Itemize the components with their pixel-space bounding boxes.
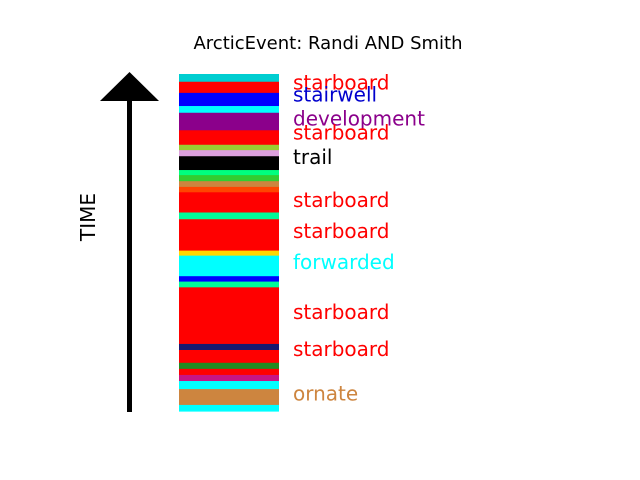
bar-segment bbox=[179, 150, 279, 157]
segment-label: starboard bbox=[293, 300, 390, 324]
segment-label: starboard bbox=[293, 219, 390, 243]
bar-segment bbox=[179, 381, 279, 390]
bar-segment bbox=[179, 343, 279, 351]
bar-segment bbox=[179, 250, 279, 257]
bar-segment bbox=[179, 287, 279, 345]
segment-label: starboard bbox=[293, 120, 390, 144]
bar-segment bbox=[179, 144, 279, 151]
y-axis-label: TIME bbox=[76, 193, 100, 242]
bar-segment bbox=[179, 175, 279, 182]
segment-label: ornate bbox=[293, 382, 358, 406]
bar-segment bbox=[179, 130, 279, 146]
time-arrow-head bbox=[100, 72, 159, 101]
stacked-bar bbox=[179, 74, 279, 412]
segment-label: starboard bbox=[293, 337, 390, 361]
bar-segment bbox=[179, 404, 279, 412]
bar-segment bbox=[179, 368, 279, 376]
bar-segment bbox=[179, 350, 279, 364]
bar-segment bbox=[179, 181, 279, 188]
bar-segment bbox=[179, 112, 279, 131]
segment-label: starboard bbox=[293, 188, 390, 212]
bar-segment bbox=[179, 276, 279, 283]
bar-segment bbox=[179, 192, 279, 214]
chart-title: ArcticEvent: Randi AND Smith bbox=[193, 33, 462, 54]
bar-segment bbox=[179, 74, 279, 83]
bar-segment bbox=[179, 156, 279, 171]
bar-segment bbox=[179, 81, 279, 94]
bar-segment bbox=[179, 219, 279, 252]
bar-segment bbox=[179, 212, 279, 220]
bar-segment bbox=[179, 92, 279, 107]
segment-label: trail bbox=[293, 145, 332, 169]
segment-label: development bbox=[293, 107, 425, 131]
bar-segment bbox=[179, 106, 279, 114]
bar-segment bbox=[179, 281, 279, 288]
segment-labels: starboardstairwelldevelopmentstarboardtr… bbox=[293, 71, 425, 406]
segment-label: starboard bbox=[293, 71, 390, 95]
segment-label: stairwell bbox=[293, 82, 377, 106]
bar-segment bbox=[179, 374, 279, 382]
segment-label: forwarded bbox=[293, 250, 395, 274]
bar-segment bbox=[179, 362, 279, 370]
bar-segment bbox=[179, 170, 279, 176]
bar-segment bbox=[179, 186, 279, 193]
bar-segment bbox=[179, 389, 279, 406]
bar-segment bbox=[179, 255, 279, 277]
time-arrow bbox=[100, 72, 159, 412]
